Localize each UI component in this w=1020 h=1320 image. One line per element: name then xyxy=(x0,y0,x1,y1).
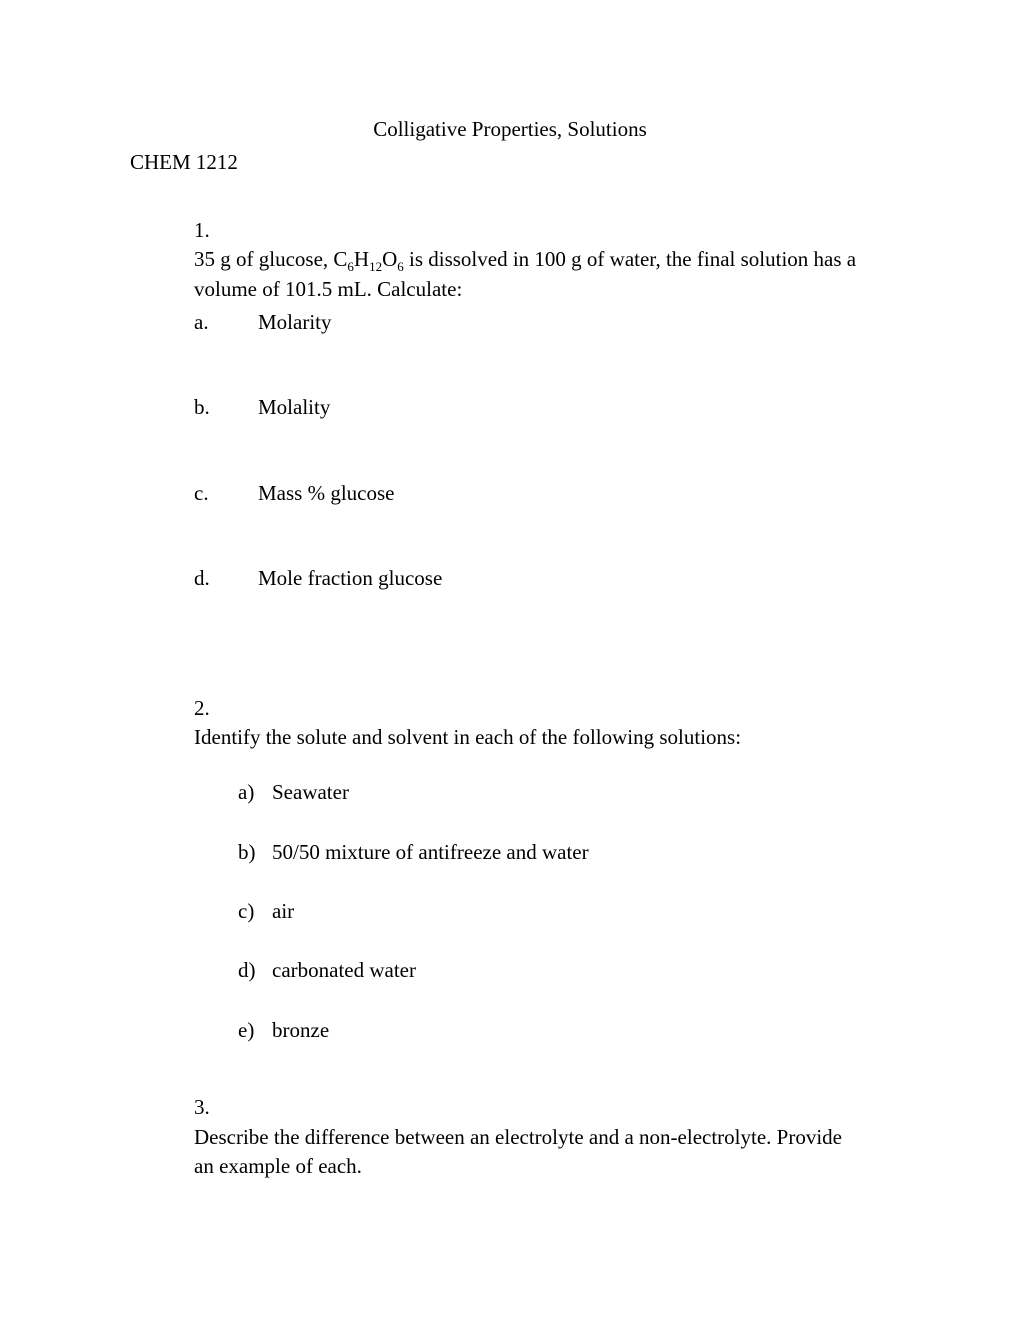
page-title: Colligative Properties, Solutions xyxy=(130,115,890,144)
q2-b-text: 50/50 mixture of antifreeze and water xyxy=(272,838,589,867)
q1-b-letter: b. xyxy=(194,393,258,422)
q1-a: a.Molarity xyxy=(194,308,864,337)
q1-c-letter: c. xyxy=(194,479,258,508)
q2-a-text: Seawater xyxy=(272,778,349,807)
q1-d-text: Mole fraction glucose xyxy=(258,564,442,593)
q1-sub-list: a.Molarity b.Molality c.Mass % glucose d… xyxy=(194,308,864,594)
q2-b: b) 50/50 mixture of antifreeze and water xyxy=(238,838,864,867)
q2-d: d)carbonated water xyxy=(238,956,864,985)
q1-c: c.Mass % glucose xyxy=(194,479,864,508)
q2-d-text: carbonated water xyxy=(272,956,416,985)
q1-d-letter: d. xyxy=(194,564,258,593)
q2-d-letter: d) xyxy=(238,956,272,985)
q1-b-text: Molality xyxy=(258,393,330,422)
course-code: CHEM 1212 xyxy=(130,148,890,177)
q2-e-text: bronze xyxy=(272,1016,329,1045)
q2-number: 2. xyxy=(194,694,222,723)
q2-sub-list: a)Seawater b) 50/50 mixture of antifreez… xyxy=(194,778,864,1045)
q2-c-letter: c) xyxy=(238,897,272,926)
q2-a-letter: a) xyxy=(238,778,272,807)
q2-body: Identify the solute and solvent in each … xyxy=(194,723,864,1045)
q1-d: d.Mole fraction glucose xyxy=(194,564,864,593)
question-2: 2. Identify the solute and solvent in ea… xyxy=(194,694,890,1046)
q1-a-letter: a. xyxy=(194,308,258,337)
question-1: 1. 35 g of glucose, C6H12O6 is dissolved… xyxy=(194,216,890,594)
q1-text-pre: 35 g of glucose, C xyxy=(194,247,347,271)
q2-c: c)air xyxy=(238,897,864,926)
q1-mid1: H xyxy=(354,247,369,271)
q2-a: a)Seawater xyxy=(238,778,864,807)
q1-sub2: 12 xyxy=(369,259,382,274)
q2-text: Identify the solute and solvent in each … xyxy=(194,725,741,749)
q1-body: 35 g of glucose, C6H12O6 is dissolved in… xyxy=(194,245,864,593)
q2-e-letter: e) xyxy=(238,1016,272,1045)
q3-number: 3. xyxy=(194,1093,222,1122)
question-list: 1. 35 g of glucose, C6H12O6 is dissolved… xyxy=(130,216,890,1182)
q1-number: 1. xyxy=(194,216,222,245)
q1-a-text: Molarity xyxy=(258,308,332,337)
question-3: 3.Describe the difference between an ele… xyxy=(194,1093,890,1181)
q2-e: e)bronze xyxy=(238,1016,864,1045)
q2-b-letter: b) xyxy=(238,838,272,867)
q1-mid2: O xyxy=(382,247,397,271)
q3-text: Describe the difference between an elect… xyxy=(194,1123,864,1182)
q1-c-text: Mass % glucose xyxy=(258,479,394,508)
q2-c-text: air xyxy=(272,897,294,926)
q1-b: b.Molality xyxy=(194,393,864,422)
